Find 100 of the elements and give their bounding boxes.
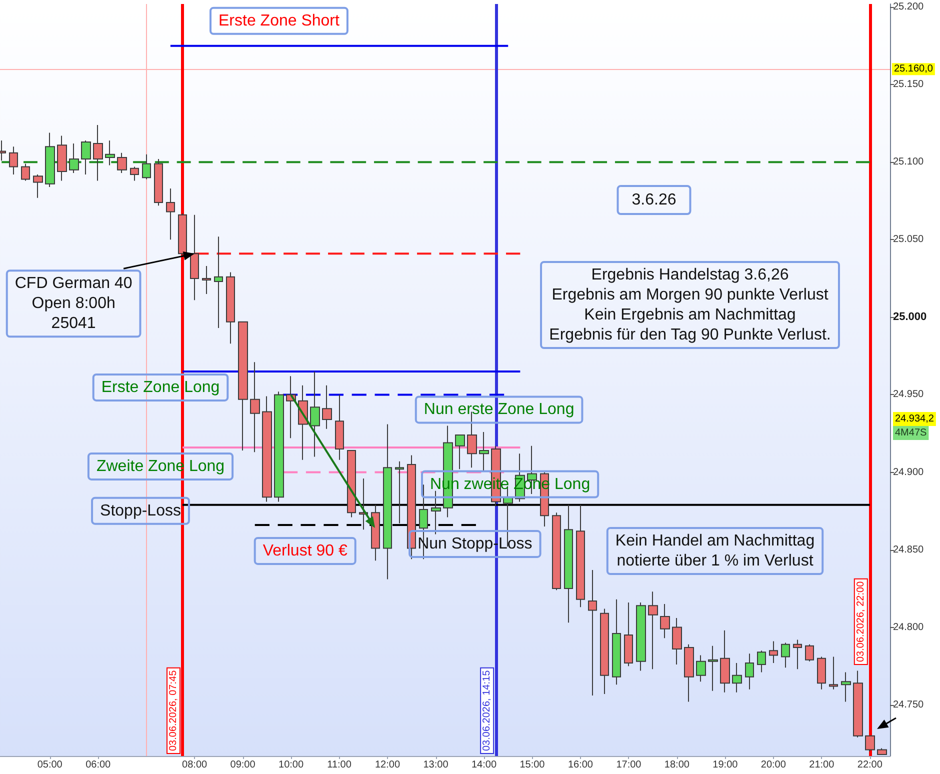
candlestick xyxy=(69,143,79,174)
x-tick-label: 14:00 xyxy=(471,760,497,770)
text: 4M47S xyxy=(895,428,928,438)
annotation: Erste Zone Long xyxy=(101,378,220,396)
candlestick xyxy=(479,431,489,472)
ref-line-label: 25.160,0 xyxy=(894,64,934,75)
annotation: Kein Handel am Nachmittag notierte über 1 % im Verlust xyxy=(615,532,815,570)
candlestick xyxy=(57,135,67,182)
candlestick xyxy=(105,140,115,166)
candlestick xyxy=(829,656,838,690)
x-tick-label: 13:00 xyxy=(423,760,449,770)
y-tick-label: 24.850 xyxy=(893,544,924,556)
x-tick-label: 20:00 xyxy=(760,760,786,770)
candlestick xyxy=(130,166,139,182)
y-tick-label: 25.050 xyxy=(893,234,924,246)
candlestick xyxy=(93,124,103,182)
candlestick xyxy=(636,602,646,672)
candlestick xyxy=(21,163,30,182)
x-tick-label: 16:00 xyxy=(568,760,594,770)
candlestick xyxy=(383,424,392,580)
candlestick xyxy=(81,140,91,176)
candlestick xyxy=(805,644,814,662)
candlestick xyxy=(154,158,163,206)
x-tick-label: 05:00 xyxy=(37,760,63,770)
annotation: 3.6.26 xyxy=(632,192,676,208)
candlestick xyxy=(117,152,127,174)
ref-line-label: 03.06.2026, 07:45 xyxy=(168,670,179,751)
candlestick xyxy=(178,212,187,256)
candlestick xyxy=(576,504,585,608)
candlestick xyxy=(552,512,561,591)
candlestick xyxy=(624,602,633,667)
x-tick-label: 15:00 xyxy=(520,760,546,770)
candlestick xyxy=(600,608,609,694)
candlestick xyxy=(841,672,851,702)
candlestick xyxy=(395,460,404,524)
candlestick xyxy=(745,653,754,690)
candlestick xyxy=(226,272,235,344)
annotation: Ergebnis Handelstag 3.6,26 Ergebnis am Morgen 90 punkte Verlust Kein Ergebnis am Nachmittag Ergebnis für den Tag 90 Punkte Verlust. xyxy=(549,266,831,344)
candlestick xyxy=(190,214,199,301)
candlestick xyxy=(45,132,55,188)
x-tick-label: 22:00 xyxy=(857,760,883,770)
ref-line-label: 03.06.2026, 22:00 xyxy=(855,580,866,662)
candlestick xyxy=(684,644,694,702)
y-tick-label: 25.150 xyxy=(893,79,924,90)
ref-line-label: 03.06.2026, 14:15 xyxy=(482,670,493,751)
candlestick xyxy=(708,645,718,692)
candlestick xyxy=(793,639,802,670)
y-tick-label: 24.900 xyxy=(893,466,924,478)
candlestick xyxy=(9,146,18,176)
x-tick-label: 11:00 xyxy=(327,760,352,770)
candlestick xyxy=(322,384,332,430)
x-tick-label: 08:00 xyxy=(182,760,208,770)
candlestick xyxy=(648,591,658,670)
y-tick-label: 24.750 xyxy=(893,699,924,710)
candlestick xyxy=(33,174,43,198)
candlestick xyxy=(202,266,211,294)
candlestick xyxy=(853,670,863,738)
candlestick xyxy=(612,598,621,686)
annotation: Verlust 90 € xyxy=(262,542,348,560)
candlestick xyxy=(732,662,742,693)
x-tick-label: 21:00 xyxy=(809,760,835,770)
candlestick xyxy=(877,748,887,755)
candlestick xyxy=(359,478,368,530)
candlestick xyxy=(564,504,573,624)
candlestick xyxy=(347,450,356,518)
candlestick xyxy=(455,434,465,470)
candlestick xyxy=(310,370,320,458)
annotation: Nun erste Zone Long xyxy=(424,401,574,418)
x-tick-label: 19:00 xyxy=(712,760,738,770)
candlestick xyxy=(781,642,790,668)
candlestick xyxy=(660,604,670,639)
candlestick xyxy=(720,630,730,693)
x-tick-label: 10:00 xyxy=(278,760,304,770)
x-tick-label: 06:00 xyxy=(86,760,112,770)
candlestick xyxy=(672,618,682,666)
candlestick xyxy=(250,362,260,453)
candlestick xyxy=(274,391,284,502)
candlestick xyxy=(166,188,175,240)
candlestick xyxy=(262,396,272,502)
candlestick xyxy=(371,504,380,562)
y-tick-label: 24.950 xyxy=(893,389,924,400)
text: 24.934,2 xyxy=(895,414,934,424)
annotation: Stopp-Loss xyxy=(100,502,181,520)
candlestick xyxy=(865,735,875,752)
y-tick-label: 25.000 xyxy=(893,311,927,324)
candlestick xyxy=(588,569,597,696)
candlestick xyxy=(817,656,826,690)
y-tick-label: 24.800 xyxy=(893,622,924,633)
candlestick xyxy=(431,490,441,535)
candlestick xyxy=(407,454,416,560)
candlestick xyxy=(696,654,706,682)
candlestick xyxy=(142,154,151,180)
candlestick xyxy=(238,321,248,452)
x-tick-label: 09:00 xyxy=(230,760,256,770)
candlestick xyxy=(335,394,344,460)
x-tick-label: 18:00 xyxy=(664,760,690,770)
candlestick xyxy=(769,640,778,664)
annotation: CFD German 40 Open 8:00h 25041 xyxy=(14,275,132,332)
y-tick-label: 25.200 xyxy=(893,2,924,13)
candlestick xyxy=(214,236,223,329)
